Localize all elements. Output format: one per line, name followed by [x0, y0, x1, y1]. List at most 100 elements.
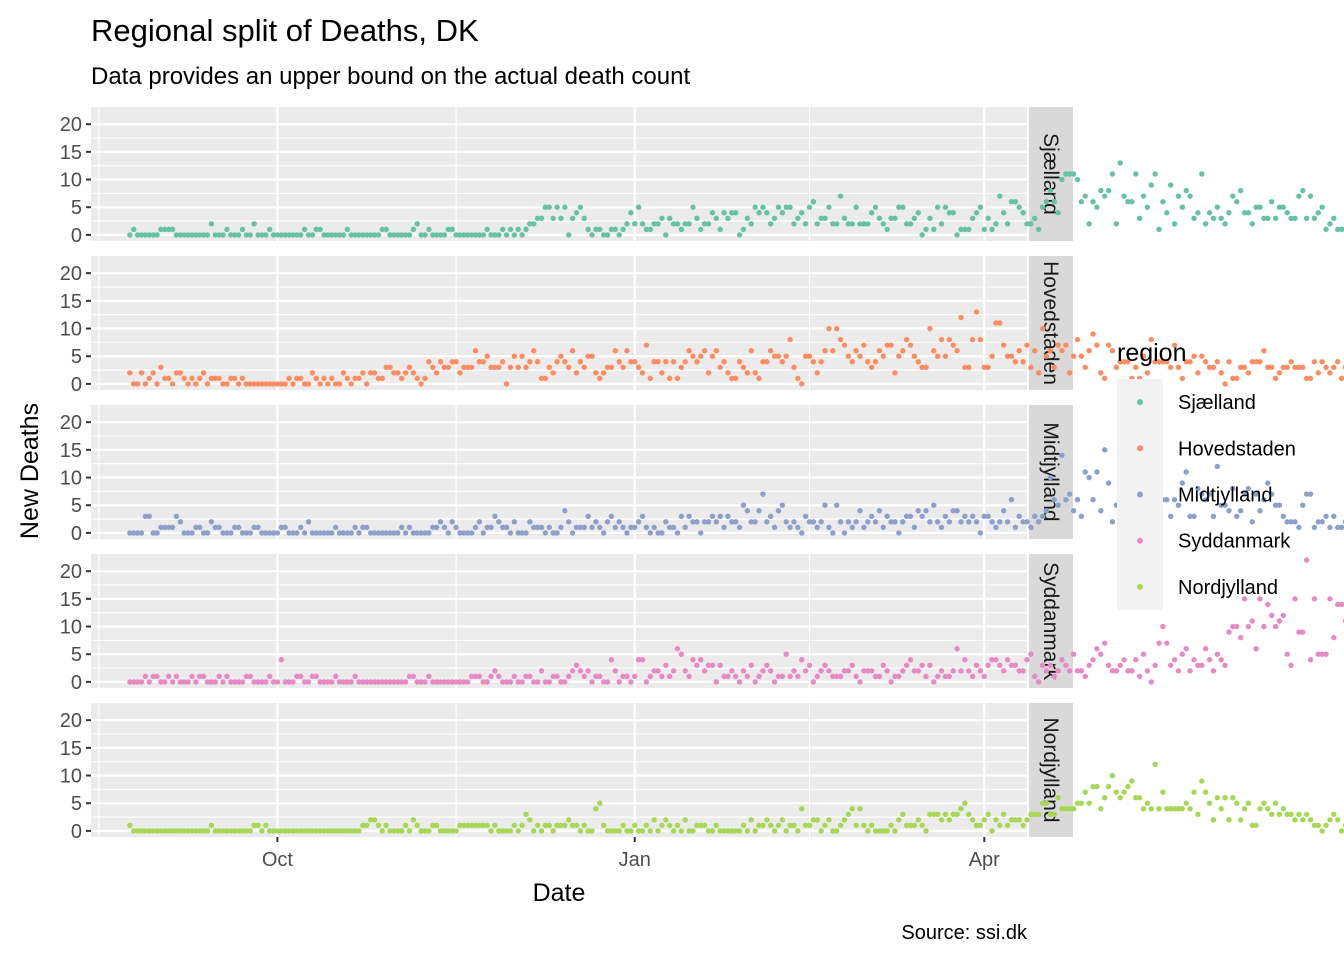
data-point: [1249, 221, 1255, 227]
data-point: [146, 828, 152, 834]
data-point: [756, 508, 762, 514]
data-point: [538, 375, 545, 382]
data-point: [523, 530, 529, 536]
data-point: [892, 370, 898, 376]
data-point: [1323, 513, 1329, 519]
data-point: [837, 519, 844, 525]
data-point: [332, 524, 339, 531]
data-point: [1055, 668, 1061, 674]
data-point: [294, 673, 300, 680]
data-point: [523, 811, 529, 817]
data-point: [1043, 353, 1050, 359]
data-point: [208, 822, 215, 829]
data-point: [1187, 668, 1193, 674]
data-point: [263, 232, 269, 238]
data-point: [802, 221, 809, 227]
data-point: [993, 320, 999, 326]
data-point: [1214, 359, 1221, 365]
data-point: [1070, 651, 1077, 657]
data-point: [437, 359, 444, 365]
data-point: [1059, 657, 1065, 663]
data-point: [822, 502, 828, 508]
data-point: [841, 530, 848, 536]
data-point: [1140, 806, 1147, 812]
data-point: [666, 822, 673, 829]
data-point: [1090, 198, 1096, 205]
data-point: [197, 524, 203, 531]
data-point: [274, 828, 281, 834]
data-point: [340, 530, 347, 536]
data-point: [437, 679, 444, 685]
data-point: [274, 679, 281, 685]
data-point: [1257, 204, 1263, 210]
data-point: [449, 519, 455, 525]
data-point: [251, 822, 257, 829]
data-point: [371, 679, 378, 685]
data-point: [1296, 193, 1302, 199]
data-point: [441, 232, 448, 238]
data-point: [915, 210, 921, 216]
data-point: [1028, 221, 1034, 227]
data-point: [468, 232, 475, 238]
data-point: [1210, 513, 1217, 519]
data-point: [841, 817, 848, 823]
data-point: [1109, 772, 1116, 779]
data-point: [1222, 662, 1228, 668]
y-tick-label: 15: [60, 291, 82, 313]
data-point: [597, 226, 603, 233]
facet-label-syddanmark: Syddanmark: [1039, 562, 1062, 680]
data-point: [1226, 508, 1232, 514]
data-point: [1008, 353, 1015, 359]
data-point: [635, 519, 642, 525]
data-point: [546, 364, 552, 370]
data-point: [1292, 817, 1298, 823]
data-point: [682, 817, 688, 823]
data-point: [647, 828, 653, 834]
data-point: [1129, 778, 1135, 784]
data-point: [783, 828, 789, 834]
data-point: [1078, 353, 1085, 359]
data-point: [639, 513, 646, 519]
data-point: [197, 673, 203, 680]
legend-label: Hovedstaden: [1178, 438, 1296, 460]
data-point: [833, 502, 840, 508]
data-point: [1319, 828, 1325, 834]
data-point: [1245, 485, 1252, 492]
data-point: [1331, 364, 1337, 370]
data-point: [655, 828, 661, 834]
data-point: [713, 215, 719, 221]
data-point: [173, 232, 180, 238]
data-point: [1218, 657, 1224, 663]
data-point: [1140, 353, 1147, 359]
data-point: [857, 679, 863, 685]
data-point: [1241, 364, 1248, 370]
data-point: [321, 375, 327, 382]
data-point: [740, 502, 747, 508]
data-point: [523, 226, 529, 233]
data-point: [962, 657, 968, 663]
data-point: [670, 221, 677, 227]
data-point: [1191, 789, 1197, 795]
data-point: [282, 524, 288, 531]
data-point: [1323, 364, 1329, 370]
data-point: [818, 828, 824, 834]
data-point: [321, 530, 327, 536]
data-point: [127, 370, 133, 376]
data-point: [1199, 662, 1205, 668]
data-point: [744, 215, 751, 221]
data-point: [542, 679, 549, 685]
data-point: [146, 375, 152, 382]
data-point: [868, 513, 875, 519]
data-point: [690, 519, 696, 525]
data-point: [550, 828, 556, 834]
data-point: [519, 353, 525, 359]
data-point: [527, 519, 533, 525]
data-point: [962, 513, 968, 519]
data-point: [286, 679, 292, 685]
data-point: [713, 679, 719, 685]
data-point: [1265, 215, 1271, 221]
data-point: [468, 822, 475, 829]
data-point: [647, 530, 653, 536]
data-point: [1156, 359, 1162, 365]
data-point: [1183, 645, 1189, 652]
